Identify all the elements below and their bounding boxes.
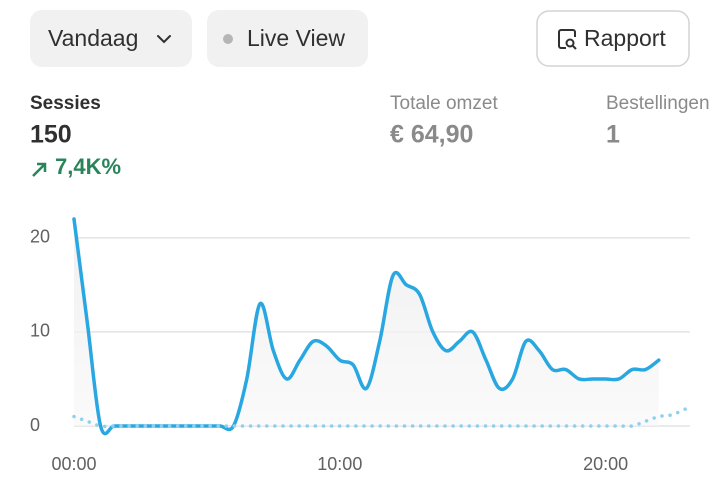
metric-value: 150 [30,121,72,149]
x-tick-label: 20:00 [583,454,628,474]
button-bg [30,10,192,67]
chart: 0 10 20 00:00 10:00 20:00 [30,217,690,474]
metric-change: 7,4K% [55,154,121,179]
y-tick-label: 20 [30,227,50,247]
x-tick-label: 10:00 [317,454,362,474]
date-button[interactable]: Vandaag [30,10,192,67]
chevron [157,35,171,44]
y-tick-label: 10 [30,321,50,341]
button-label: Live View [247,25,345,51]
button-bg [536,10,690,67]
metric-label[interactable]: Sessies [30,93,101,114]
up-arrow [32,162,47,177]
series-line [72,407,688,429]
report-button[interactable]: Rapport [536,10,690,67]
metric-value: 1 [606,121,620,149]
button-label: Rapport [584,25,666,51]
report-icon [558,29,577,50]
button-bg [207,10,368,67]
x-tick-label: 00:00 [51,454,96,474]
live-view-button[interactable]: Live View [207,10,368,67]
metric-value: € 64,90 [390,121,473,149]
metric-label[interactable]: Totale omzet [390,93,498,114]
metric-label[interactable]: Bestellingen [606,93,710,114]
y-tick-label: 0 [30,415,40,435]
status-dot [223,34,233,44]
button-label: Vandaag [48,25,138,51]
series-line [72,217,661,436]
area [74,219,659,434]
